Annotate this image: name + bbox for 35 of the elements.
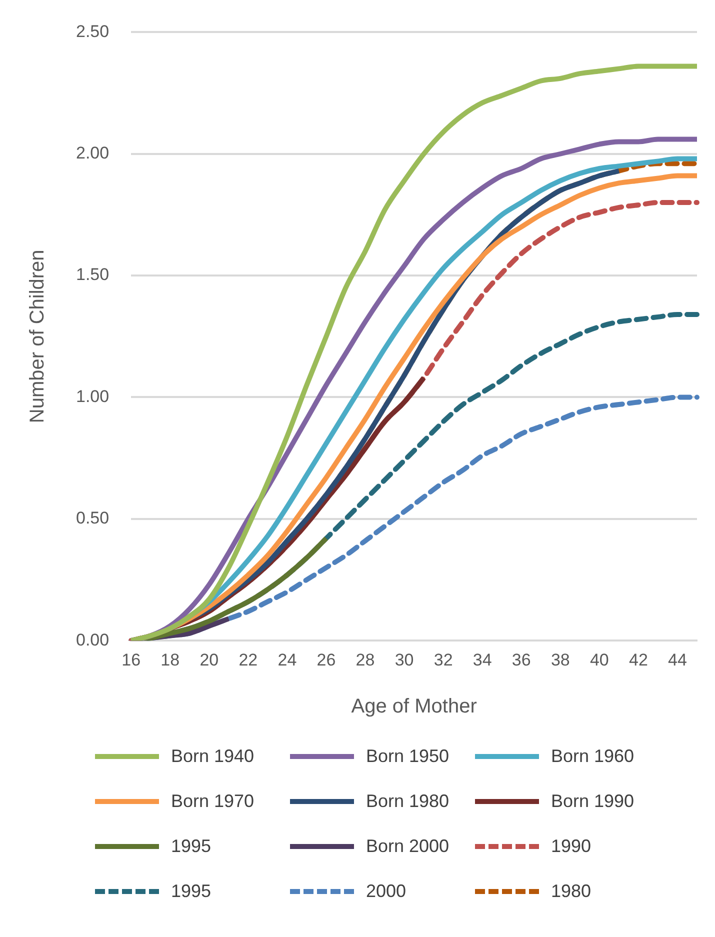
legend-label: Born 1940 <box>171 746 254 766</box>
y-tick-label: 2.00 <box>76 144 110 163</box>
legend-label: 2000 <box>366 880 406 902</box>
y-tick-label: 1.50 <box>76 265 110 284</box>
legend-label: Born 1970 <box>171 790 254 812</box>
x-tick-label: 42 <box>628 650 648 670</box>
x-tick-label: 20 <box>200 650 219 670</box>
y-tick-label: 0.50 <box>76 508 110 528</box>
legend-label: Born 1990 <box>551 790 634 812</box>
x-tick-label: 24 <box>278 650 297 670</box>
x-axis-title: Age of Mother <box>351 696 478 718</box>
y-tick-label: 0.00 <box>76 630 110 650</box>
y-tick-label: 2.50 <box>76 22 110 41</box>
x-tick-label: 44 <box>668 650 687 670</box>
x-tick-label: 36 <box>512 650 531 670</box>
legend-label: 1980 <box>551 880 592 902</box>
legend-label: Born 1960 <box>551 746 634 766</box>
x-tick-label: 38 <box>550 650 570 670</box>
x-tick-label: 26 <box>316 650 336 670</box>
legend-label: 1995 <box>171 880 212 902</box>
legend-label: 1990 <box>551 836 592 856</box>
x-tick-label: 32 <box>434 650 453 670</box>
legend-label: Born 1980 <box>366 790 450 812</box>
x-tick-label: 18 <box>160 650 180 670</box>
legend-label: 1995 <box>171 836 212 856</box>
legend-label: Born 1950 <box>366 746 450 766</box>
x-tick-label: 30 <box>394 650 414 670</box>
y-axis-title: Number of Children <box>26 250 49 424</box>
x-tick-label: 16 <box>122 650 141 670</box>
legend-label: Born 2000 <box>366 836 450 856</box>
y-tick-label: 1.00 <box>76 386 110 406</box>
x-tick-label: 28 <box>356 650 375 670</box>
x-tick-label: 22 <box>238 650 258 670</box>
x-tick-label: 40 <box>590 650 609 670</box>
x-tick-label: 34 <box>472 650 492 670</box>
